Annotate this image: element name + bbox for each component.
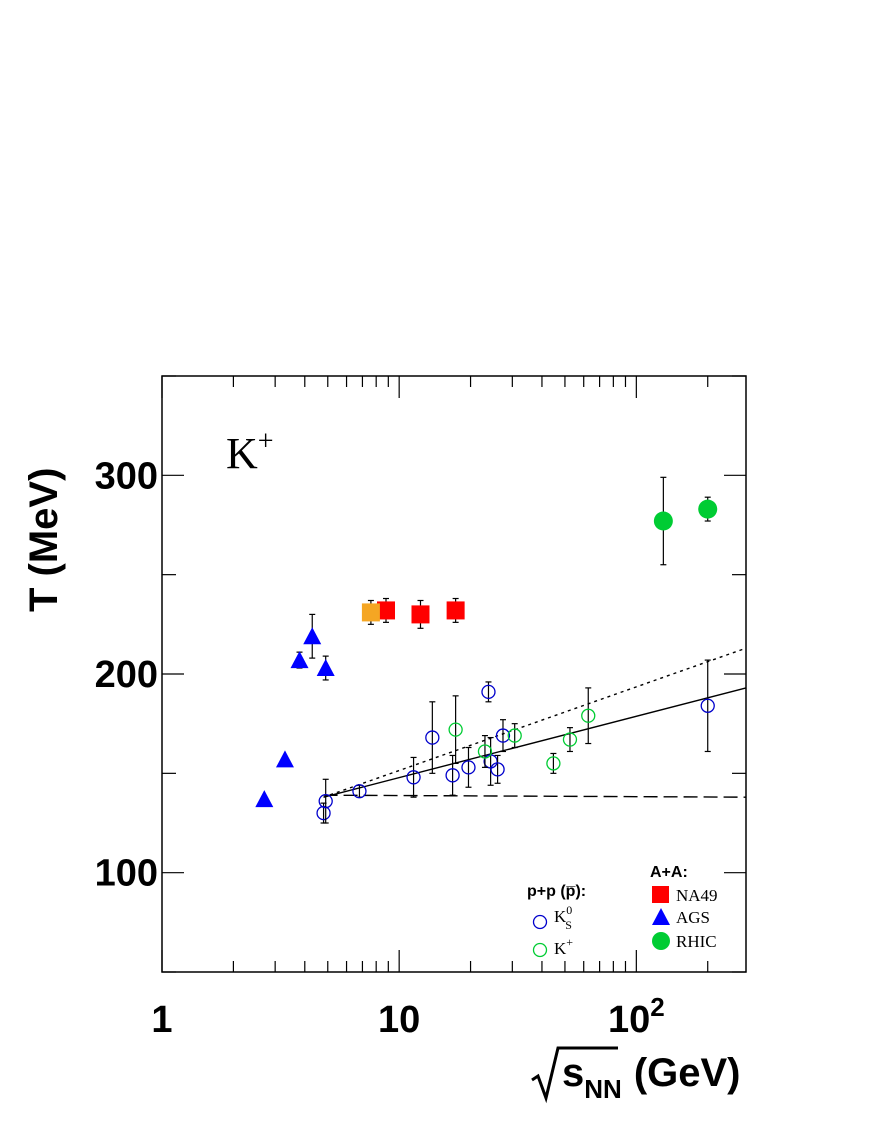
fit-line-solid: [323, 687, 747, 798]
x-axis-variable: s: [562, 1051, 584, 1095]
data-point-ags: [275, 750, 294, 768]
data-point-pp_k0s: [318, 793, 333, 809]
panel-label: K+: [226, 426, 274, 478]
x-tick-label: 10: [378, 999, 420, 1041]
legend-kplus-marker: [532, 942, 548, 958]
data-point-na49: [411, 605, 430, 624]
data-point-pp_k0s: [406, 770, 421, 785]
legend-kplus-label: K+: [554, 935, 573, 958]
x-axis-title: sNN (GeV): [531, 1046, 741, 1104]
legend-na49-marker: [652, 886, 669, 903]
data-point-pp_k0s: [481, 684, 496, 700]
x-axis-subscript: NN: [584, 1074, 622, 1104]
data-point-rhic: [653, 511, 673, 531]
data-point-ags: [255, 790, 274, 808]
data-point-pp_kplus: [477, 744, 493, 759]
fit-line-dotted: [323, 647, 747, 798]
data-points: [255, 476, 718, 824]
data-point-pp_k0s: [316, 805, 331, 821]
x-axis-unit: (GeV): [634, 1051, 741, 1095]
legend-na49-label: NA49: [676, 886, 718, 905]
data-point-pp_kplus: [581, 708, 596, 723]
data-point-pp_kplus: [507, 728, 522, 743]
legend-ags-marker: [652, 908, 670, 925]
x-tick-label: 1: [151, 999, 172, 1041]
data-point-pp_kplus: [562, 732, 578, 747]
x-tick-label: 102: [608, 992, 665, 1041]
data-point-na49: [361, 603, 380, 622]
data-point-pp_k0s: [490, 762, 505, 777]
data-point-pp_kplus: [448, 722, 463, 737]
legend-pp-title: p+p (p̅):: [527, 883, 586, 900]
data-point-ags: [303, 627, 322, 645]
legend-aa-title: A+A:: [650, 864, 688, 881]
y-tick-label: 200: [95, 654, 158, 696]
data-point-ags: [290, 651, 309, 669]
data-point-na49: [377, 601, 396, 620]
y-tick-label: 300: [95, 455, 158, 497]
axis-ticks: 1 10 102 100 200 300: [95, 375, 746, 1041]
y-axis-title: T (MeV): [22, 468, 66, 612]
data-point-pp_k0s: [425, 730, 440, 745]
legend-rhic-label: RHIC: [676, 932, 717, 951]
data-point-pp_k0s: [495, 728, 511, 743]
legend-ags-label: AGS: [676, 908, 710, 927]
fit-line-dashed: [323, 794, 747, 798]
legend-rhic-marker: [652, 932, 670, 950]
data-point-pp_k0s: [461, 760, 476, 775]
data-point-pp_k0s: [352, 784, 367, 799]
svg-text:sNN(GeV): sNN (GeV): [562, 1051, 741, 1104]
y-tick-label: 100: [95, 853, 158, 895]
data-point-ags: [316, 659, 335, 677]
fit-lines: [323, 647, 747, 798]
data-point-pp_k0s: [445, 768, 460, 783]
sqrt-symbol-icon: [531, 1046, 618, 1104]
data-point-na49: [446, 601, 465, 620]
data-point-pp_k0s: [700, 698, 715, 713]
legend-k0s-label: K0 S: [554, 903, 572, 932]
legend: A+A: p+p (p̅): NA49 AGS RHIC K0 S K+: [527, 864, 718, 958]
data-point-rhic: [698, 499, 718, 519]
legend-k0s-marker: [532, 914, 548, 930]
data-point-pp_kplus: [546, 756, 561, 771]
